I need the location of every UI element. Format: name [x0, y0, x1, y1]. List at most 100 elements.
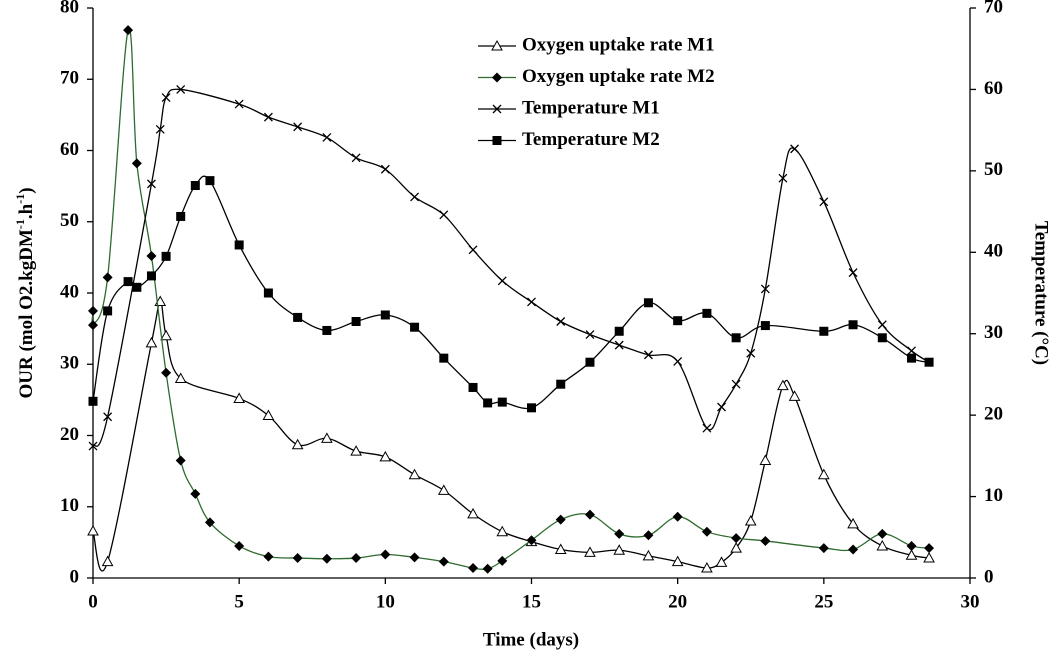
marker [527, 403, 536, 413]
y-tick-label: 70 [60, 68, 79, 89]
y-axis-title-part: .h [16, 203, 37, 219]
y2-tick-label: 70 [984, 0, 1003, 17]
marker [731, 533, 742, 544]
marker [819, 197, 829, 207]
marker [778, 173, 788, 183]
marker [190, 181, 200, 191]
marker [190, 488, 201, 499]
marker [410, 192, 420, 202]
marker [131, 158, 142, 169]
y-tick-label: 40 [60, 281, 79, 302]
marker [497, 276, 507, 286]
marker [437, 484, 450, 495]
marker [673, 316, 683, 326]
legend-marker [492, 104, 502, 114]
marker [380, 549, 391, 560]
y-tick-label: 80 [60, 0, 79, 17]
series [88, 25, 935, 574]
marker [146, 250, 157, 261]
marker [924, 543, 935, 554]
marker [176, 84, 186, 94]
marker [380, 164, 390, 174]
marker [907, 346, 916, 356]
marker [671, 555, 684, 567]
marker [262, 409, 275, 421]
y2-tick-label: 0 [984, 566, 994, 587]
marker [497, 555, 508, 566]
y2-tick-label: 30 [984, 322, 1003, 343]
marker [439, 353, 449, 363]
marker [819, 326, 829, 336]
marker [760, 535, 771, 546]
y2-tick-label: 10 [984, 485, 1003, 506]
marker [293, 122, 303, 132]
marker [556, 379, 566, 389]
marker [555, 514, 566, 525]
y-tick-label: 30 [60, 353, 79, 374]
marker [351, 317, 361, 326]
marker [234, 99, 244, 109]
marker [746, 348, 756, 358]
marker [777, 379, 789, 391]
marker [292, 553, 303, 564]
marker [123, 25, 134, 36]
marker [102, 272, 113, 283]
marker [877, 528, 888, 539]
y-axis-title-sup: -1 [13, 219, 27, 229]
marker [877, 333, 887, 343]
marker [204, 517, 215, 528]
y2-tick-label: 50 [984, 159, 1003, 180]
marker [234, 540, 245, 551]
marker [321, 432, 333, 443]
x-tick-label: 15 [522, 591, 541, 612]
marker [790, 144, 800, 154]
marker [907, 353, 917, 363]
series-line [92, 88, 930, 447]
marker [702, 308, 712, 318]
marker [351, 153, 361, 163]
marker [483, 398, 493, 408]
marker [877, 320, 887, 330]
marker [584, 546, 596, 557]
marker [554, 543, 567, 554]
marker [132, 282, 142, 292]
marker [291, 438, 304, 450]
marker [439, 210, 449, 220]
series [87, 295, 935, 573]
marker [731, 379, 741, 389]
series-line [92, 175, 930, 410]
marker [613, 544, 626, 555]
marker [468, 563, 479, 574]
marker [263, 551, 274, 562]
marker [614, 340, 624, 350]
y2-tick-label: 40 [984, 241, 1003, 262]
marker [673, 356, 683, 366]
marker [145, 336, 158, 348]
legend-label: Temperature M1 [522, 97, 660, 118]
y-axis-title-sup: -1 [13, 194, 27, 204]
marker [788, 390, 801, 401]
marker [380, 310, 390, 320]
marker [88, 441, 98, 451]
legend-label: Oxygen uptake rate M2 [522, 66, 715, 87]
marker [482, 563, 493, 574]
marker [123, 277, 133, 287]
marker [263, 288, 273, 298]
marker [293, 312, 303, 322]
marker [103, 306, 113, 316]
marker [760, 284, 770, 294]
x-tick-label: 10 [376, 591, 395, 612]
marker [350, 445, 362, 456]
marker [161, 367, 172, 378]
marker [643, 298, 653, 308]
marker [146, 271, 156, 281]
y-tick-label: 50 [60, 210, 79, 231]
marker [760, 321, 770, 331]
marker [263, 112, 273, 122]
marker [818, 543, 829, 554]
marker [847, 517, 859, 529]
marker [147, 179, 156, 189]
marker [101, 555, 114, 567]
marker [759, 454, 772, 465]
marker [848, 544, 859, 555]
